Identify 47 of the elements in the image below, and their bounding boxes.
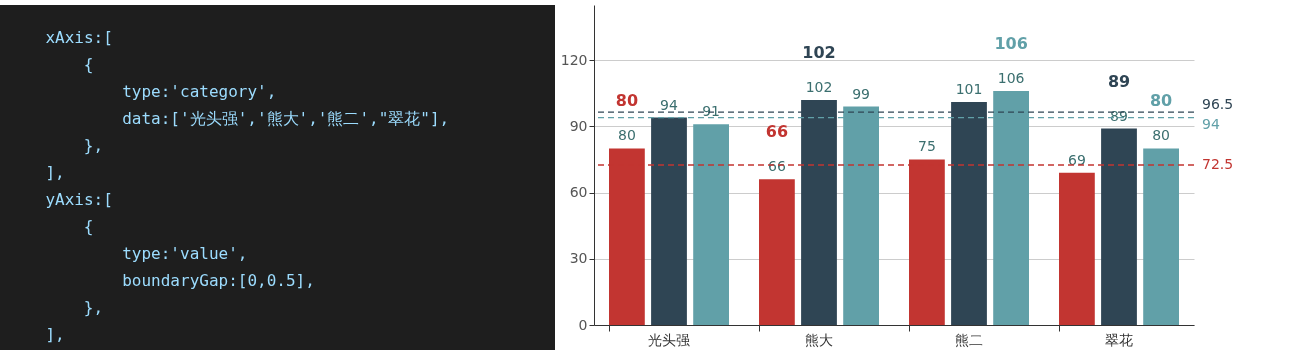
bar — [693, 124, 729, 325]
text: ], — [45, 163, 65, 182]
x-tick-label: 熊大 — [805, 331, 833, 348]
bar — [651, 117, 687, 325]
y-tick-label: 90 — [569, 117, 588, 134]
x-tick-label: 熊二 — [955, 331, 983, 348]
text: { — [83, 217, 94, 236]
text: yAxis:[ — [45, 190, 113, 209]
data-label: 106 — [997, 70, 1025, 87]
data-label: 94 — [660, 96, 678, 113]
text: type:'value', — [122, 244, 248, 263]
data-label: 99 — [852, 85, 871, 102]
data-label: 75 — [917, 138, 936, 155]
bar — [1059, 172, 1095, 325]
data-label: 69 — [1067, 151, 1086, 168]
bar — [759, 179, 795, 325]
text: ], — [45, 325, 65, 344]
text: }, — [83, 298, 104, 317]
text: boundaryGap:[0,0.5], — [122, 271, 315, 290]
y-tick-label: 0 — [578, 316, 588, 333]
data-label: 80 — [617, 127, 636, 144]
annotation: 80 — [1149, 91, 1173, 111]
text: { — [83, 55, 94, 74]
text: type:'category', — [122, 82, 277, 101]
y-tick-label: 120 — [560, 51, 588, 68]
annotation: 102 — [802, 42, 836, 62]
data-label: 91 — [702, 103, 721, 120]
ref-line-label: 96.5 — [1202, 96, 1234, 113]
x-tick-label: 光头强 — [648, 331, 690, 348]
x-tick-label: 翠花 — [1105, 331, 1133, 348]
ref-line-label: 72.5 — [1202, 156, 1234, 172]
data-label: 80 — [1152, 127, 1171, 144]
text: xAxis:[ — [45, 28, 113, 47]
text: data:['光头强','熊大','熊二',"翠花"], — [122, 109, 450, 128]
ref-line-label: 94 — [1202, 115, 1220, 132]
bar — [1143, 148, 1179, 325]
data-label: 101 — [955, 81, 983, 98]
annotation: 80 — [615, 91, 639, 111]
data-label: 89 — [1110, 107, 1128, 124]
annotation: 89 — [1107, 71, 1131, 91]
y-tick-label: 30 — [569, 250, 588, 267]
annotation: 106 — [994, 34, 1028, 54]
annotation: 66 — [765, 122, 789, 142]
data-label: 102 — [805, 78, 833, 95]
y-tick-label: 60 — [569, 184, 588, 201]
text: }, — [83, 136, 104, 155]
bar — [1101, 128, 1137, 325]
